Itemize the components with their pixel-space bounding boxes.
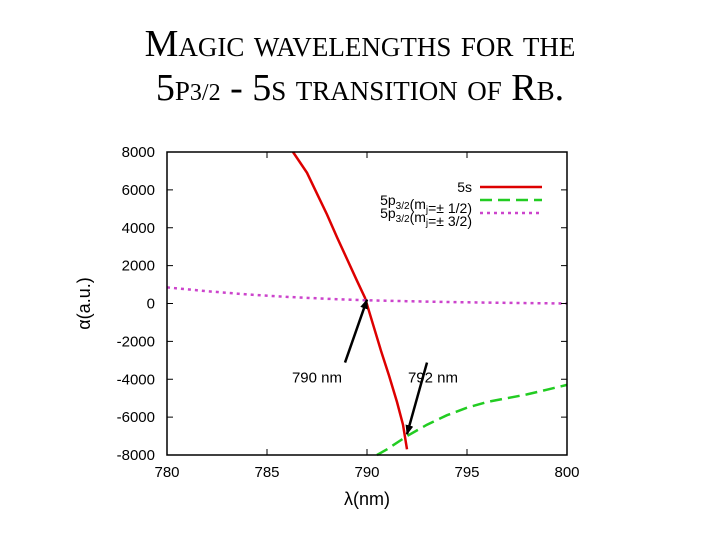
title-line-2: 5p3/2 - 5s transition of Rb. (0, 66, 720, 115)
annotation-label-0: 790 nm (292, 370, 342, 387)
title-5p: 5p (155, 67, 190, 109)
y-tick-label: -8000 (117, 447, 155, 464)
x-tick-label: 785 (254, 464, 279, 481)
y-axis-label: α(a.u.) (74, 277, 94, 329)
annotation-arrow-0 (343, 298, 369, 363)
y-tick-label: 4000 (122, 220, 155, 237)
series-line-1 (376, 383, 568, 457)
x-axis-label: λ(nm) (344, 489, 390, 509)
y-tick-label: 0 (147, 296, 155, 313)
y-tick-label: 8000 (122, 144, 155, 161)
annotation-label-1: 792 nm (408, 370, 458, 387)
title-subscript: 3/2 (189, 80, 221, 106)
legend-entry-label: 5p3/2(mj=± 3/2) (380, 205, 472, 229)
x-tick-label: 795 (454, 464, 479, 481)
y-tick-label: 6000 (122, 182, 155, 199)
legend-entry-label: 5s (457, 179, 472, 195)
title-line-1: Magic wavelengths for the (144, 23, 576, 65)
series-line-0 (291, 151, 409, 450)
y-tick-label: -6000 (117, 409, 155, 426)
y-tick-label: 2000 (122, 258, 155, 275)
slide-title: Magic wavelengths for the 5p3/2 - 5s tra… (0, 22, 720, 115)
y-tick-label: -2000 (117, 333, 155, 350)
legend-entry-label: 5p3/2(mj=± 1/2) (380, 192, 472, 216)
x-tick-label: 790 (354, 464, 379, 481)
x-tick-label: 800 (554, 464, 579, 481)
y-tick-label: -4000 (117, 371, 155, 388)
title-rest: - 5s transition of Rb. (220, 67, 565, 109)
annotation-arrow-1 (405, 362, 429, 436)
x-tick-label: 780 (154, 464, 179, 481)
